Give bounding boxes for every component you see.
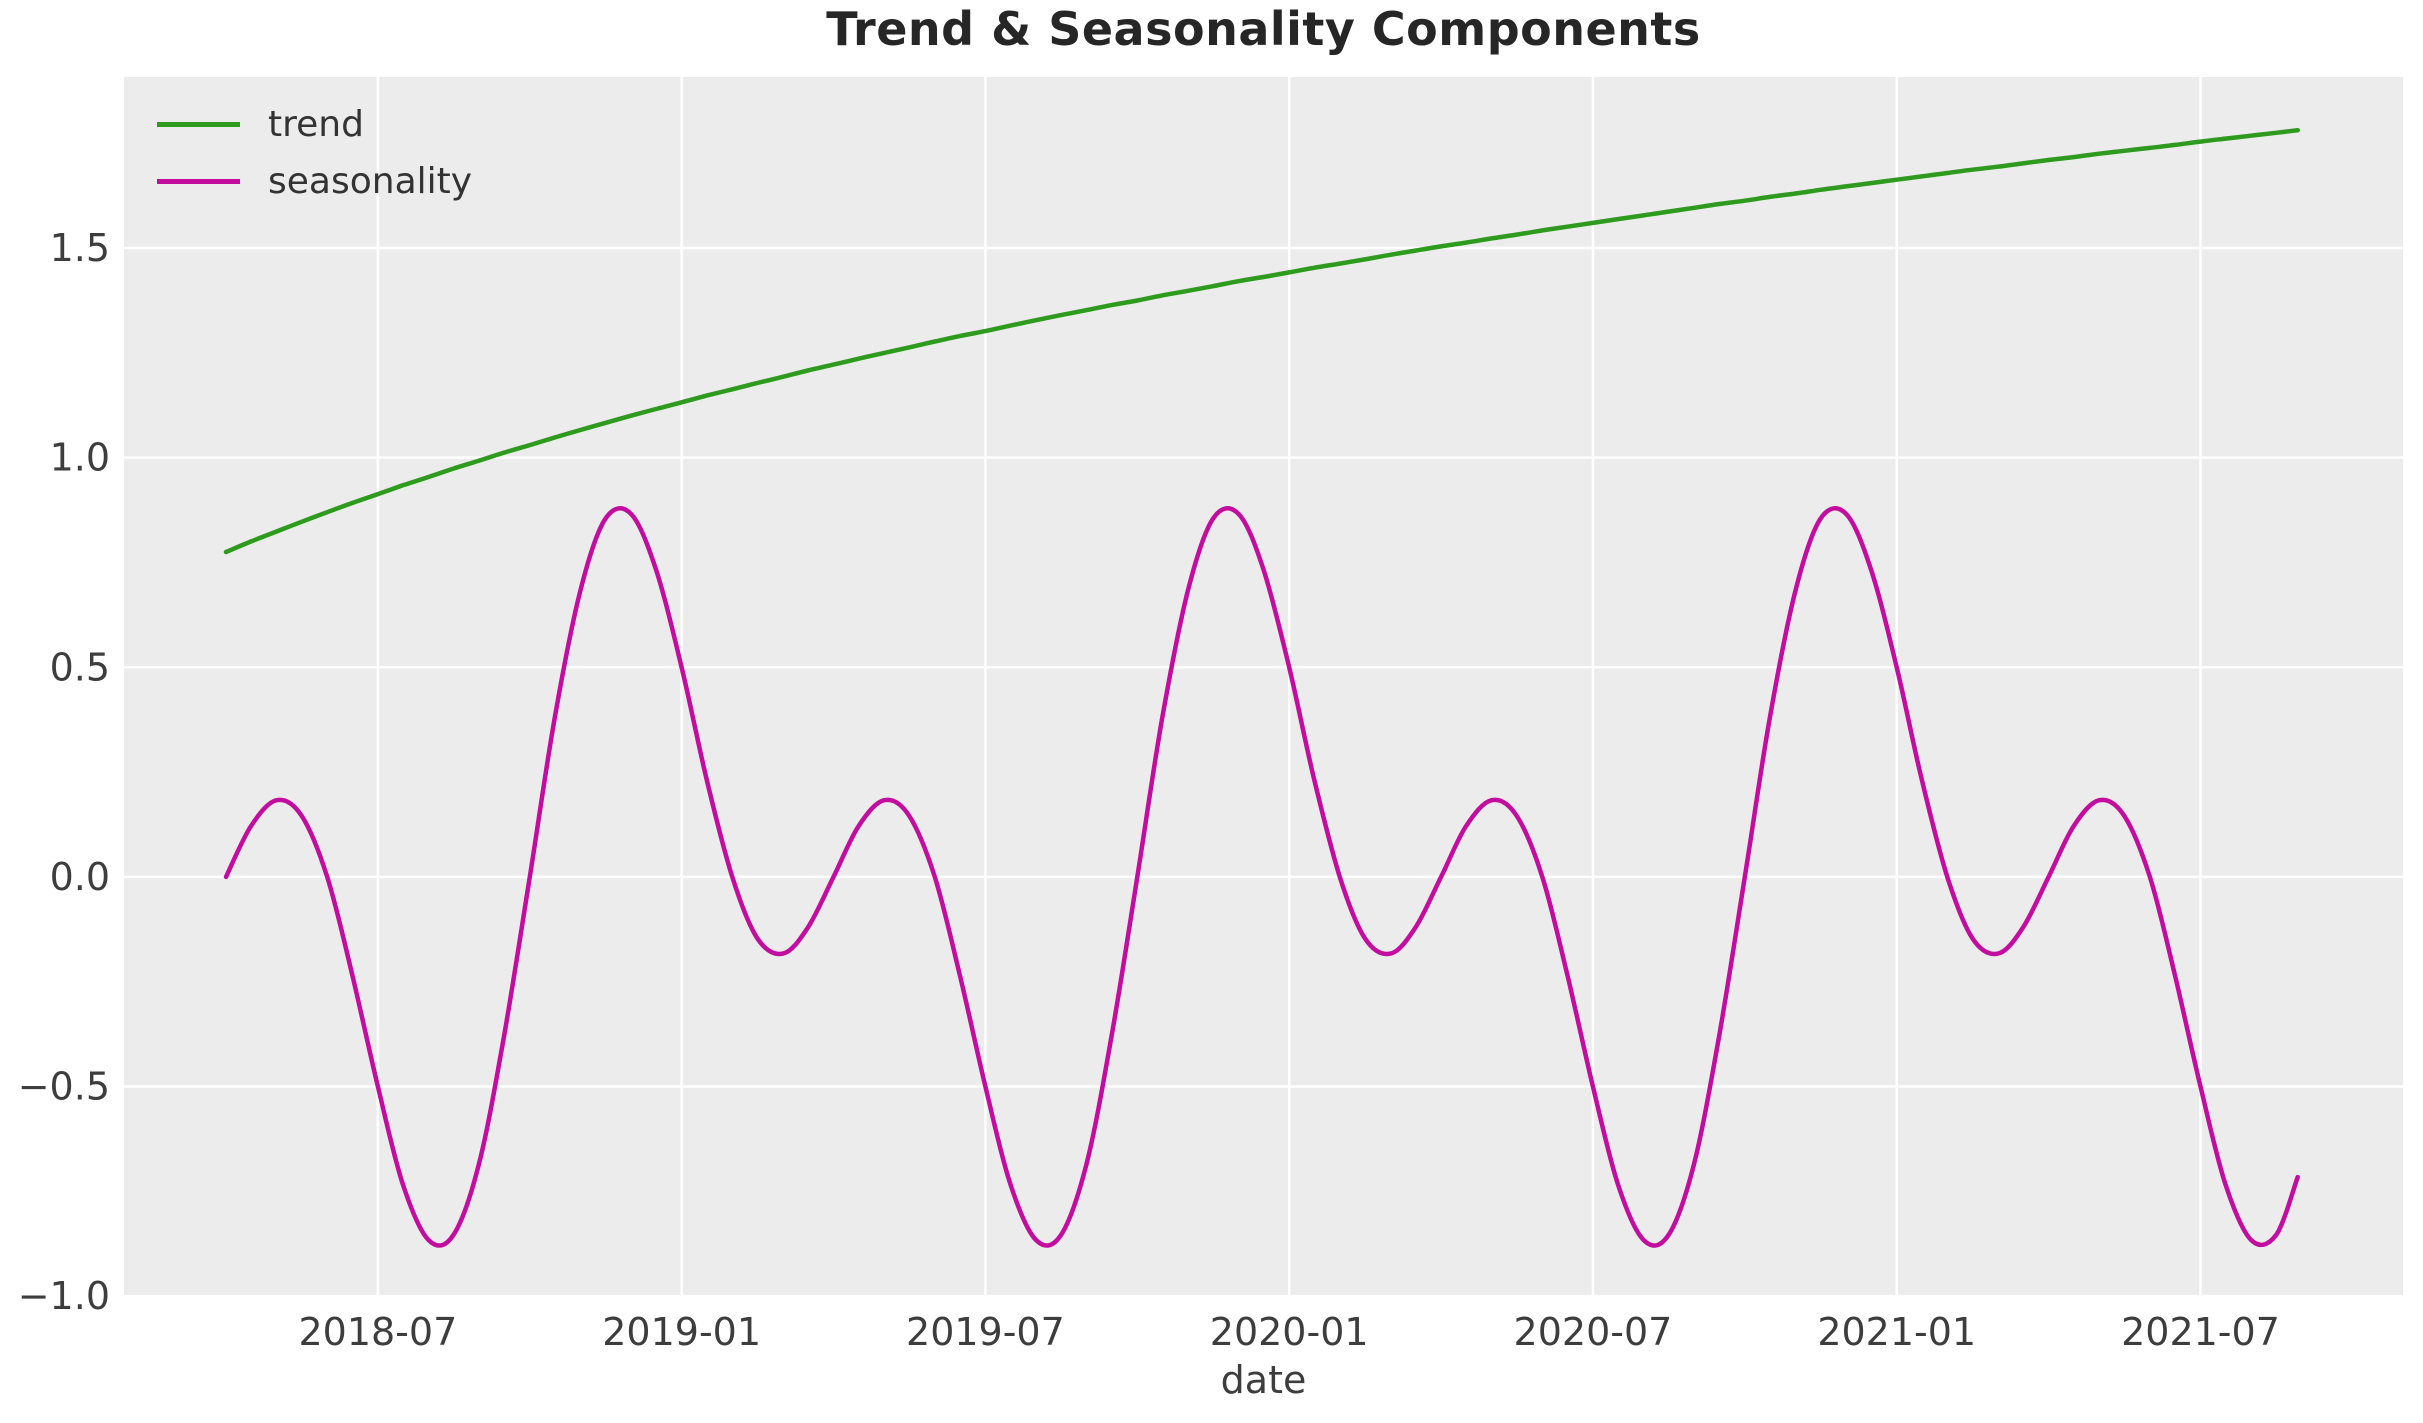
y-tick-label-1.0: 1.0 xyxy=(50,436,110,480)
x-tick-label-2020-07: 2020-07 xyxy=(1514,1310,1673,1354)
legend-item-trend: trend xyxy=(157,103,472,146)
seasonality-line xyxy=(223,506,2300,1248)
y-tick-label-0.5: 0.5 xyxy=(50,645,110,689)
x-tick-label-2020-01: 2020-01 xyxy=(1210,1310,1369,1354)
legend-item-seasonality: seasonality xyxy=(157,160,472,203)
y-tick-label-0.0: 0.0 xyxy=(50,855,110,899)
seasonality-line-swatch xyxy=(157,179,240,184)
y-tick-label-1.5: 1.5 xyxy=(50,226,110,270)
y-tick-label-−1.0: −1.0 xyxy=(18,1274,110,1318)
axes-background xyxy=(124,77,2403,1297)
x-tick-label-2018-07: 2018-07 xyxy=(298,1310,457,1354)
legend-label-seasonality: seasonality xyxy=(268,160,473,202)
x-tick-label-2021-07: 2021-07 xyxy=(2121,1310,2280,1354)
legend: trend seasonality xyxy=(157,103,472,203)
x-axis-label: date xyxy=(1220,1358,1307,1402)
x-tick-label-2019-01: 2019-01 xyxy=(602,1310,761,1354)
trend-line-swatch xyxy=(157,122,240,127)
x-tick-label-2021-01: 2021-01 xyxy=(1817,1310,1976,1354)
chart-title: Trend & Seasonality Components xyxy=(826,2,1701,56)
trend-line xyxy=(223,127,2300,555)
legend-label-trend: trend xyxy=(268,103,364,145)
x-tick-label-2019-07: 2019-07 xyxy=(906,1310,1065,1354)
y-tick-label-−0.5: −0.5 xyxy=(18,1065,110,1109)
